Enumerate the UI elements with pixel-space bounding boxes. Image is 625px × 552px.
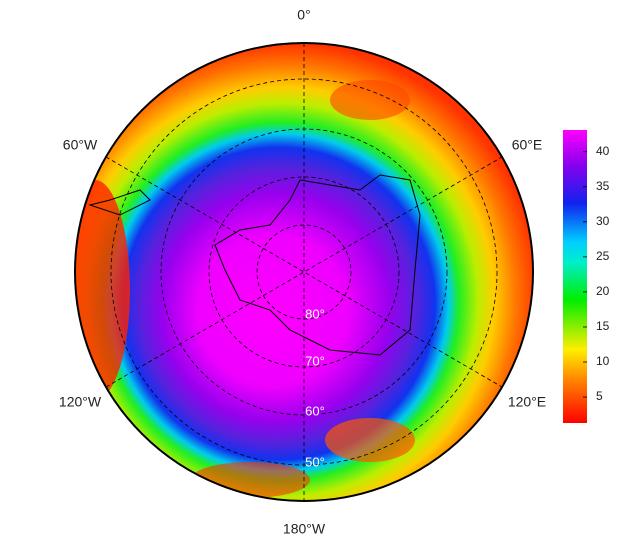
colorbar xyxy=(563,130,587,423)
colorbar-tick-label: 30 xyxy=(596,214,610,228)
longitude-label: 0° xyxy=(297,7,310,23)
longitude-label: 180°W xyxy=(283,521,326,537)
map-border xyxy=(74,42,534,502)
latitude-label: 70° xyxy=(305,353,325,368)
longitude-label: 120°E xyxy=(508,394,546,410)
colorbar-tick-label: 15 xyxy=(596,319,610,333)
colorbar-tick-label: 20 xyxy=(596,284,610,298)
ozone-field xyxy=(75,43,533,501)
latitude-label: 80° xyxy=(305,306,325,321)
colorbar-tick-label: 25 xyxy=(596,249,610,263)
latitude-label: 60° xyxy=(305,403,325,418)
colorbar-tick-label: 5 xyxy=(596,389,603,403)
colorbar-tick-label: 35 xyxy=(596,179,610,193)
longitude-label: 120°W xyxy=(59,394,102,410)
colorbar-tick-label: 40 xyxy=(596,144,610,158)
longitude-label: 60°W xyxy=(63,137,98,153)
colorbar-tick-label: 10 xyxy=(596,354,610,368)
graticule xyxy=(105,43,503,501)
longitude-label: 60°E xyxy=(512,137,543,153)
latitude-label: 50° xyxy=(305,454,325,469)
